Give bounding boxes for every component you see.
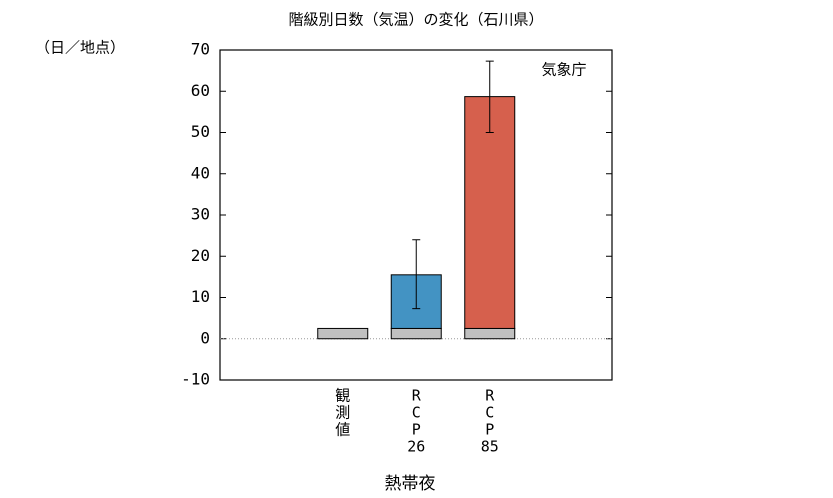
y-tick-label: 0 <box>200 328 210 347</box>
x-tick-label: C <box>412 404 421 422</box>
y-tick-label: 50 <box>191 122 210 141</box>
annotation: 気象庁 <box>541 61 586 79</box>
x-tick-label: P <box>412 421 421 439</box>
x-tick-label: 測 <box>335 404 350 422</box>
x-axis-label: 熱帯夜 <box>385 474 436 494</box>
x-tick-label: 観 <box>335 387 350 405</box>
y-axis-label: （日／地点） <box>35 39 125 57</box>
x-tick-label: R <box>412 387 422 405</box>
x-tick-label: 値 <box>335 421 350 439</box>
bar <box>390 327 442 340</box>
y-tick-label: 30 <box>191 205 210 224</box>
y-tick-label: 40 <box>191 163 210 182</box>
x-tick-label: R <box>485 387 495 405</box>
chart-title: 階級別日数（気温）の変化（石川県） <box>288 11 543 29</box>
y-tick-label: 10 <box>191 287 210 306</box>
y-tick-label: 70 <box>191 40 210 59</box>
x-tick-label: C <box>485 404 494 422</box>
y-tick-label: 20 <box>191 246 210 265</box>
bar <box>317 327 369 340</box>
x-tick-label: 85 <box>481 438 499 456</box>
y-tick-label: -10 <box>181 370 210 389</box>
y-tick-label: 60 <box>191 81 210 100</box>
x-tick-label: P <box>485 421 494 439</box>
bar <box>464 327 516 340</box>
bar <box>464 96 516 329</box>
x-tick-label: 26 <box>407 438 425 456</box>
